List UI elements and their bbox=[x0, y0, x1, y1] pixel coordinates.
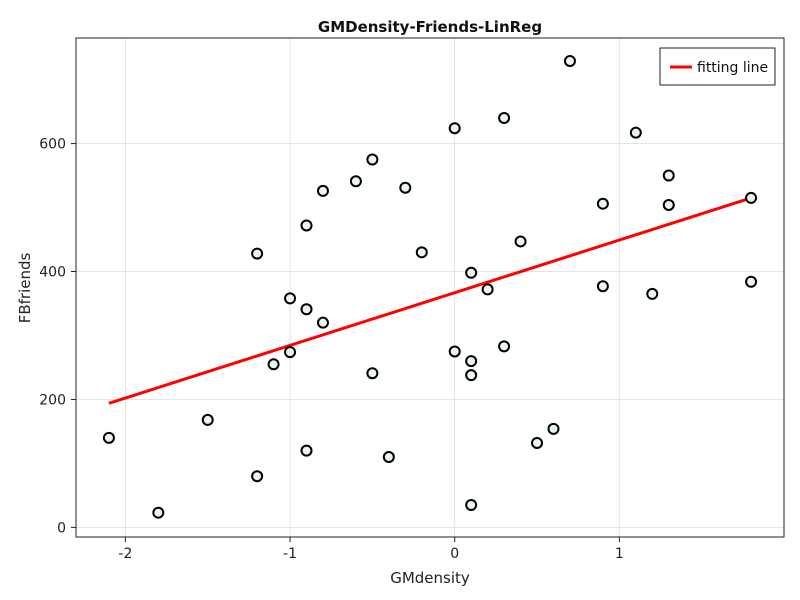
scatter-point bbox=[251, 470, 264, 483]
scatter-point bbox=[102, 431, 115, 444]
scatter-point bbox=[629, 126, 642, 139]
series bbox=[102, 55, 758, 519]
scatter-point bbox=[284, 346, 297, 359]
scatter-point bbox=[465, 499, 478, 512]
scatter-point bbox=[316, 316, 329, 329]
scatter-point bbox=[201, 413, 214, 426]
scatter-point bbox=[366, 367, 379, 380]
scatter-point bbox=[448, 122, 461, 135]
scatter-point bbox=[563, 55, 576, 68]
x-tick-label: 1 bbox=[615, 546, 624, 562]
scatter-point bbox=[465, 369, 478, 382]
scatter-point bbox=[300, 219, 313, 232]
scatter-point bbox=[300, 303, 313, 316]
plot-frame bbox=[75, 37, 785, 538]
scatter-point bbox=[465, 266, 478, 279]
scatter-point bbox=[514, 235, 527, 248]
scatter-point bbox=[399, 181, 412, 194]
x-axis-title: GMdensity bbox=[390, 569, 470, 587]
scatter-point bbox=[662, 169, 675, 182]
scatter-point bbox=[382, 451, 395, 464]
scatter-point bbox=[152, 506, 165, 519]
scatter-point bbox=[465, 355, 478, 368]
scatter-point bbox=[745, 275, 758, 288]
scatter-point bbox=[415, 246, 428, 259]
scatter-point bbox=[284, 292, 297, 305]
y-tick-label: 400 bbox=[39, 265, 66, 281]
scatter-point bbox=[596, 197, 609, 210]
scatter-point bbox=[547, 422, 560, 435]
fitting-line bbox=[108, 196, 752, 405]
scatter-point bbox=[267, 358, 280, 371]
scatter-point bbox=[481, 283, 494, 296]
scatter-point bbox=[251, 247, 264, 260]
scatter-point bbox=[366, 153, 379, 166]
grid bbox=[76, 38, 784, 537]
legend: fitting line bbox=[659, 47, 776, 86]
scatter-point bbox=[349, 175, 362, 188]
scatter-point bbox=[531, 436, 544, 449]
chart-title: GMDensity-Friends-LinReg bbox=[318, 18, 542, 36]
x-tick-label: 0 bbox=[450, 546, 459, 562]
scatter-point bbox=[300, 444, 313, 457]
scatter-point bbox=[596, 280, 609, 293]
y-axis-title: FBfriends bbox=[16, 253, 34, 324]
scatter-point bbox=[498, 340, 511, 353]
y-tick-label: 600 bbox=[39, 137, 66, 153]
scatter-point bbox=[646, 287, 659, 300]
legend-label-fitting-line: fitting line bbox=[697, 60, 768, 76]
x-tick-label: -2 bbox=[118, 546, 132, 562]
scatter-point bbox=[745, 191, 758, 204]
scatter-point bbox=[316, 184, 329, 197]
scatter-point bbox=[662, 198, 675, 211]
x-tick-label: -1 bbox=[283, 546, 297, 562]
scatter-point bbox=[498, 111, 511, 124]
ticks: -2 -1 0 1 0 200 400 600 bbox=[39, 137, 624, 562]
y-tick-label: 200 bbox=[39, 392, 66, 408]
scatter-point bbox=[448, 345, 461, 358]
y-tick-label: 0 bbox=[57, 520, 66, 536]
